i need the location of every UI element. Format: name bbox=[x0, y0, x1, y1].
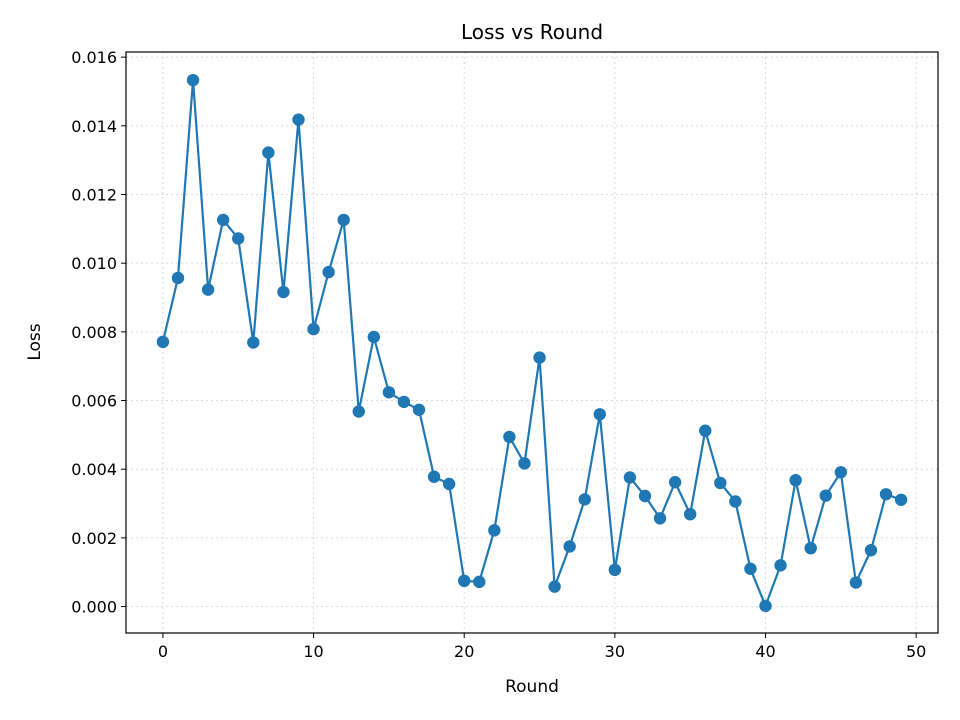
y-tick-label: 0.012 bbox=[71, 186, 117, 205]
x-tick-label: 0 bbox=[158, 642, 168, 661]
data-point bbox=[683, 507, 697, 521]
data-point bbox=[458, 574, 471, 588]
data-point bbox=[367, 330, 381, 344]
x-tick-label: 10 bbox=[303, 642, 323, 661]
data-point bbox=[804, 541, 817, 555]
data-point bbox=[518, 457, 531, 470]
loss-line bbox=[161, 79, 902, 607]
data-point bbox=[473, 575, 486, 589]
series-line bbox=[161, 79, 902, 607]
data-point bbox=[262, 146, 275, 159]
data-point bbox=[186, 73, 200, 87]
x-axis: 0 10 20 30 40 50 bbox=[158, 633, 926, 661]
data-point bbox=[638, 489, 652, 503]
data-point bbox=[623, 471, 637, 484]
data-point bbox=[894, 493, 908, 506]
grid-lines bbox=[126, 52, 938, 633]
data-point bbox=[834, 466, 848, 479]
data-point bbox=[201, 283, 215, 296]
data-point bbox=[412, 403, 426, 417]
x-tick-label: 30 bbox=[605, 642, 625, 661]
data-point bbox=[503, 430, 516, 444]
x-axis-label: Round bbox=[505, 677, 559, 697]
y-tick-label: 0.008 bbox=[71, 323, 117, 342]
x-tick-label: 40 bbox=[755, 642, 775, 661]
data-point bbox=[427, 470, 441, 483]
data-point bbox=[849, 576, 863, 589]
data-point bbox=[352, 405, 365, 418]
data-point bbox=[533, 351, 546, 364]
data-point bbox=[563, 540, 576, 553]
y-tick-label: 0.006 bbox=[71, 392, 117, 411]
data-point bbox=[774, 559, 787, 572]
data-point bbox=[382, 386, 396, 399]
data-point bbox=[442, 477, 456, 491]
data-point bbox=[744, 562, 757, 575]
data-point bbox=[247, 336, 260, 349]
data-point bbox=[156, 335, 170, 349]
plot-frame bbox=[125, 51, 939, 634]
x-tick-label: 20 bbox=[454, 642, 474, 661]
y-tick-label: 0.002 bbox=[71, 529, 117, 548]
y-tick-label: 0.016 bbox=[71, 48, 117, 67]
x-tick-label: 50 bbox=[906, 642, 926, 661]
chart-title: Loss vs Round bbox=[461, 20, 603, 44]
data-point bbox=[668, 476, 682, 489]
data-point bbox=[337, 213, 350, 227]
series-markers bbox=[156, 73, 908, 613]
data-point bbox=[789, 473, 802, 487]
data-point bbox=[729, 495, 742, 508]
y-axis-label: Loss bbox=[25, 323, 45, 360]
data-point bbox=[699, 424, 712, 437]
data-point bbox=[232, 232, 245, 245]
data-point bbox=[864, 544, 878, 557]
data-point bbox=[292, 113, 305, 126]
y-tick-label: 0.010 bbox=[71, 254, 117, 273]
data-point bbox=[322, 265, 335, 279]
data-point bbox=[277, 285, 290, 299]
data-point bbox=[879, 488, 893, 501]
data-point bbox=[608, 563, 622, 577]
y-tick-label: 0.004 bbox=[71, 460, 117, 479]
data-point bbox=[819, 489, 832, 502]
data-point bbox=[593, 408, 606, 421]
data-point bbox=[488, 524, 501, 537]
data-point bbox=[171, 271, 185, 285]
data-point bbox=[759, 599, 772, 613]
y-tick-label: 0.000 bbox=[71, 598, 117, 617]
data-point bbox=[548, 580, 561, 593]
data-point bbox=[216, 213, 230, 227]
data-point bbox=[578, 493, 591, 506]
data-point bbox=[653, 512, 667, 525]
y-tick-label: 0.014 bbox=[71, 117, 117, 136]
y-axis: 0.000 0.002 0.004 0.006 0.008 0.010 0.012 0.014… bbox=[71, 48, 126, 617]
data-point bbox=[397, 395, 411, 409]
data-point bbox=[307, 322, 320, 336]
data-point bbox=[714, 476, 727, 490]
